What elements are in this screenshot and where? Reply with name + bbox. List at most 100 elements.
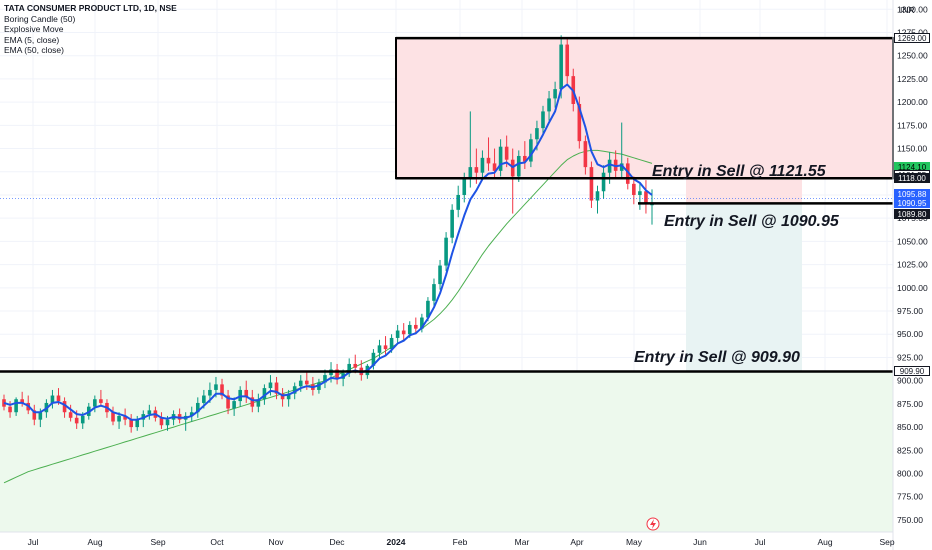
x-tick-label: Sep: [150, 537, 165, 547]
candles: [2, 35, 654, 433]
candle-body: [547, 98, 551, 112]
y-tick-label: 1300.00: [897, 4, 928, 14]
candle-body: [135, 419, 140, 428]
symbol-title[interactable]: TATA CONSUMER PRODUCT LTD, 1D, NSE: [4, 3, 177, 13]
candle-body: [56, 395, 61, 402]
candle-body: [147, 410, 152, 415]
candle-body: [595, 191, 600, 201]
candle-body: [535, 128, 539, 140]
candle-body: [565, 44, 570, 77]
y-tick-label: 1150.00: [897, 144, 927, 154]
candle-body: [286, 393, 291, 400]
y-tick-label: 950.00: [897, 329, 923, 339]
ema5-line: [3, 83, 653, 421]
zone-stop: [686, 178, 802, 204]
y-tick-label: 825.00: [897, 445, 923, 455]
x-tick-label: Sep: [879, 537, 894, 547]
candle-body: [450, 209, 454, 238]
x-tick-label: Feb: [453, 537, 468, 547]
candle-body: [456, 194, 461, 210]
candle-body: [347, 363, 351, 374]
candle-body: [474, 167, 479, 173]
y-tick-label: 1175.00: [897, 120, 927, 130]
y-tick-label: 775.00: [897, 492, 923, 502]
x-tick-label: Nov: [268, 537, 284, 547]
candle-body: [50, 395, 55, 403]
candle-body: [323, 375, 327, 383]
candle-body: [262, 388, 267, 400]
annotation-entry-1090: Entry in Sell @ 1090.95: [664, 213, 839, 230]
candle-body: [220, 384, 224, 396]
candle-body: [601, 172, 606, 192]
candle-body: [68, 412, 73, 418]
candle-body: [492, 163, 497, 171]
candle-body: [129, 419, 133, 428]
x-tick-label: May: [626, 537, 643, 547]
y-tick-label: 1250.00: [897, 51, 928, 61]
price-axis[interactable]: 750.00 775.00 800.00 825.00 850.00 875.00 900.…: [897, 4, 928, 525]
candle-body: [638, 191, 642, 195]
candle-body: [407, 324, 412, 335]
y-tick-label: 975.00: [897, 306, 923, 316]
candle-body: [165, 419, 170, 426]
indicator-label[interactable]: EMA (50, close): [4, 45, 64, 55]
candle-body: [226, 395, 230, 409]
candle-body: [377, 345, 382, 353]
y-tick-label: 1275.00: [897, 27, 928, 37]
x-tick-label: Mar: [515, 537, 530, 547]
candle-body: [371, 352, 376, 366]
y-tick-label: 750.00: [897, 515, 923, 525]
y-tick-label: 1225.00: [897, 74, 928, 84]
candle-body: [516, 155, 521, 177]
candle-body: [650, 204, 654, 206]
candle-body: [195, 402, 200, 413]
zones: [0, 37, 894, 532]
y-tick-label: 900.00: [897, 376, 923, 386]
candle-body: [607, 159, 612, 173]
candle-body: [335, 369, 339, 379]
zone-target: [686, 203, 802, 372]
price-badge: 1118.00: [894, 173, 930, 184]
x-tick-label: Jul: [28, 537, 39, 547]
candle-body: [468, 167, 473, 179]
candle-body: [426, 300, 430, 318]
indicator-label[interactable]: Explosive Move: [4, 24, 64, 34]
candle-body: [583, 141, 588, 168]
candle-body: [480, 157, 485, 173]
candle-body: [619, 163, 624, 171]
candle-body: [38, 412, 43, 420]
candle-body: [523, 155, 527, 162]
zone-demand: [0, 371, 893, 532]
candle-body: [395, 330, 400, 338]
candle-body: [93, 399, 97, 407]
candle-body: [268, 382, 273, 389]
legend: TATA CONSUMER PRODUCT LTD, 1D, NSE Borin…: [4, 3, 177, 56]
candle-body: [159, 417, 164, 426]
levels: [0, 36, 893, 373]
candle-body: [74, 417, 79, 424]
annotation-entry-909: Entry in Sell @ 909.90: [634, 349, 800, 366]
candle-body: [420, 317, 424, 329]
candle-body: [250, 397, 255, 407]
price-badge: 1090.95: [894, 198, 930, 209]
candle-body: [256, 399, 261, 407]
time-axis[interactable]: Jul Aug Sep Oct Nov Dec 2024 Feb Mar Apr May Jun Jul…: [28, 537, 895, 547]
price-badge: 1089.80: [894, 208, 930, 219]
candle-body: [99, 399, 103, 403]
candle-body: [80, 415, 85, 424]
x-tick-label: Apr: [570, 537, 583, 547]
candle-body: [305, 380, 309, 385]
candle-body: [444, 237, 448, 266]
flash-icon[interactable]: [646, 517, 660, 531]
candle-body: [553, 89, 557, 99]
candle-body: [625, 163, 630, 184]
candle-body: [498, 146, 503, 171]
x-tick-label: Oct: [210, 537, 224, 547]
currency-label[interactable]: INR: [900, 5, 915, 15]
indicator-label[interactable]: Boring Candle (50): [4, 13, 76, 24]
indicator-label[interactable]: EMA (5, close): [4, 34, 60, 45]
candle-body: [644, 191, 648, 205]
x-tick-label: Aug: [87, 537, 102, 547]
candle-body: [353, 363, 358, 368]
